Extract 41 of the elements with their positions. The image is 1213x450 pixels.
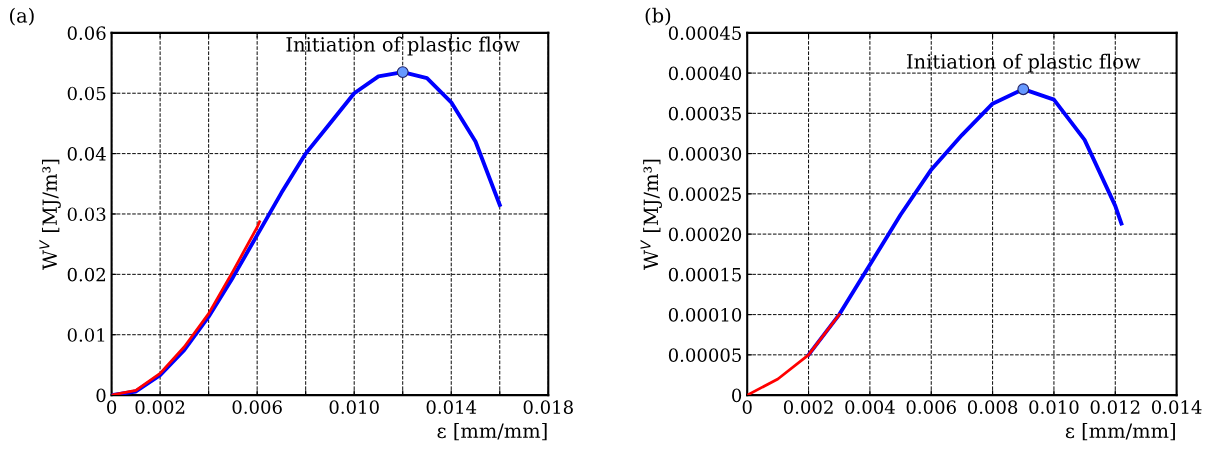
y-tick-label: 0.00045 bbox=[668, 26, 741, 40]
y-tick-label: 0.04 bbox=[67, 147, 106, 161]
y-tick-label: 0.00005 bbox=[668, 348, 741, 362]
x-axis-title: ε [mm/mm] bbox=[437, 422, 547, 441]
x-tick-label: 0.002 bbox=[135, 400, 185, 414]
y-tick-label: 0.03 bbox=[67, 207, 106, 222]
annotation: Initiation of plastic flow bbox=[906, 53, 1141, 73]
x-tick-label: 0.006 bbox=[232, 400, 282, 414]
y-tick-label: 0.00035 bbox=[668, 106, 741, 121]
x-tick-label: 0.008 bbox=[967, 400, 1018, 414]
x-tick-label: 0.012 bbox=[1090, 400, 1140, 414]
y-tick-label: 0.00030 bbox=[668, 147, 742, 161]
y-tick-label: 0.06 bbox=[67, 26, 106, 40]
x-tick-label: 0.014 bbox=[1151, 400, 1202, 414]
x-tick-label: 0 bbox=[107, 400, 117, 414]
y-tick-label: 0.02 bbox=[67, 267, 105, 282]
y-tick-label: 0.00015 bbox=[668, 267, 741, 282]
y-tick-label: 0 bbox=[96, 388, 106, 403]
x-tick-label: 0.018 bbox=[523, 400, 573, 414]
y-axis-title: W$^{V}$ [MJ/m³] bbox=[39, 159, 61, 270]
y-tick-label: 0.00020 bbox=[668, 227, 742, 242]
chart-title: (a) bbox=[10, 7, 34, 26]
y-tick-label: 0.05 bbox=[67, 86, 106, 101]
y-tick-label: 0.01 bbox=[67, 328, 105, 342]
x-tick-label: 0.004 bbox=[845, 400, 895, 414]
annotation: Initiation of plastic flow bbox=[286, 36, 520, 56]
x-tick-label: 0.010 bbox=[329, 400, 379, 414]
chart-title: (b) bbox=[645, 7, 671, 26]
y-axis-title: W$^{V}$ [MJ/m³] bbox=[640, 159, 662, 270]
x-tick-label: 0.014 bbox=[426, 400, 477, 414]
x-tick-label: 0 bbox=[742, 400, 752, 414]
y-tick-label: 0 bbox=[732, 388, 742, 403]
y-tick-label: 0.00025 bbox=[668, 187, 741, 201]
line-series bbox=[747, 313, 841, 396]
y-tick-label: 0.00040 bbox=[668, 66, 742, 81]
y-tick-label: 0.00010 bbox=[668, 308, 742, 322]
x-tick-label: 0.010 bbox=[1029, 400, 1079, 414]
x-tick-label: 0.006 bbox=[906, 400, 956, 414]
x-axis-title: ε [mm/mm] bbox=[1065, 422, 1175, 441]
x-tick-label: 0.002 bbox=[783, 400, 833, 414]
line-series bbox=[111, 220, 261, 396]
